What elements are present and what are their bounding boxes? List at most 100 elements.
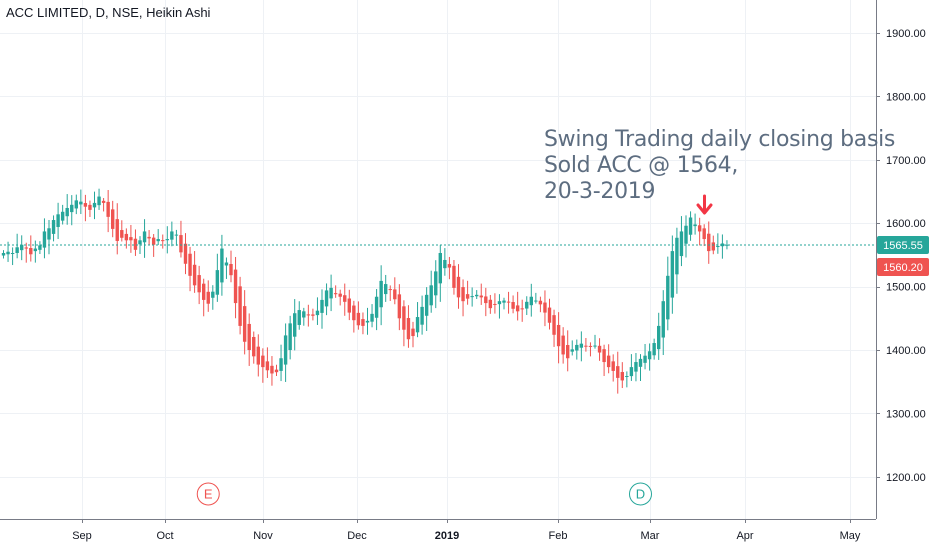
y-tick-label: 1500.00	[886, 282, 926, 294]
candle-body	[60, 211, 65, 221]
x-tick-label: Apr	[736, 530, 753, 542]
candle-body	[502, 300, 506, 303]
candle-body	[293, 313, 297, 337]
candle-body	[338, 293, 342, 297]
candle-body	[447, 264, 452, 268]
x-tick-label: Feb	[549, 530, 568, 542]
y-tick-label: 1200.00	[886, 472, 926, 484]
candle-body	[588, 345, 593, 347]
candle-body	[429, 285, 433, 306]
x-tick-label: Dec	[347, 530, 367, 542]
x-tick-label: 2019	[435, 530, 459, 542]
candle-body	[174, 234, 179, 236]
candle-body	[302, 311, 306, 318]
candle-body	[606, 355, 611, 368]
candle-body	[115, 219, 119, 241]
candle-body	[697, 225, 702, 232]
candle-body	[24, 247, 28, 249]
price-tag-label: 1565.55	[883, 240, 923, 252]
candle-body	[274, 369, 279, 373]
annotation-line-3: 20-3-2019	[544, 179, 656, 204]
candle-body	[661, 301, 665, 338]
x-tick-label: Mar	[641, 530, 660, 542]
candle-body	[538, 300, 543, 305]
candle-body	[484, 296, 488, 304]
candle-body	[202, 283, 206, 300]
candle-body	[365, 320, 370, 323]
candle-body	[556, 324, 561, 347]
candle-body	[10, 252, 15, 254]
event-marker-e[interactable]	[196, 482, 220, 506]
candle-body	[493, 303, 497, 305]
candle-body	[652, 343, 656, 356]
candle-body	[51, 220, 56, 234]
candle-body	[288, 323, 292, 350]
candle-body	[42, 231, 47, 248]
candle-body	[97, 196, 101, 206]
candle-body	[229, 263, 233, 276]
event-marker-d[interactable]	[629, 482, 652, 506]
candle-body	[320, 299, 324, 313]
candle-body	[725, 244, 729, 246]
candle-body	[270, 365, 274, 374]
candle-body	[684, 225, 688, 244]
candle-body	[616, 366, 620, 378]
candle-body	[333, 293, 338, 295]
candle-body	[129, 237, 133, 241]
candle-body	[420, 306, 424, 325]
candle-body	[74, 200, 78, 209]
candle-body	[625, 375, 629, 377]
candle-body	[534, 300, 538, 302]
candle-body	[424, 294, 429, 316]
candle-body	[297, 310, 301, 325]
time-axis[interactable]: Sep Oct Nov Dec 2019 Feb Mar Apr May	[72, 519, 861, 542]
candle-body	[657, 325, 661, 350]
candle-body	[711, 242, 715, 251]
candle-body	[156, 239, 160, 242]
candle-body	[120, 230, 124, 238]
event-marker-label: D	[636, 487, 645, 502]
candle-body	[220, 248, 224, 283]
candle-body	[570, 349, 574, 352]
grid	[0, 0, 876, 519]
candle-body	[506, 301, 511, 303]
candle-body	[33, 248, 38, 252]
candle-body	[352, 305, 356, 321]
candle-body	[402, 306, 406, 330]
candle-body	[720, 243, 725, 247]
candle-body	[256, 346, 260, 365]
price-labels: 1565.55 1560.20	[877, 236, 929, 276]
candle-body	[415, 317, 420, 333]
candle-body	[188, 253, 192, 276]
event-marker-label: E	[204, 487, 213, 502]
candle-body	[529, 296, 533, 306]
price-axis[interactable]: 1900.00 1800.00 1700.00 1600.00 1500.00 1400.…	[876, 28, 926, 484]
candle-body	[611, 361, 615, 371]
candle-body	[124, 233, 129, 241]
candle-body	[515, 305, 520, 312]
candle-body	[547, 307, 552, 323]
candle-body	[315, 310, 320, 316]
candle-body	[15, 247, 19, 253]
x-tick-label: Sep	[72, 530, 92, 542]
candle-body	[138, 240, 142, 245]
candle-body	[707, 233, 711, 252]
candle-body	[65, 207, 69, 217]
candle-body	[211, 291, 215, 298]
candle-body	[147, 236, 151, 239]
x-tick-label: Nov	[253, 530, 273, 542]
candle-body	[434, 271, 438, 296]
x-tick-label: May	[840, 530, 861, 542]
candle-body	[702, 228, 706, 240]
candle-body	[406, 318, 411, 340]
sell-arrow-icon	[696, 194, 713, 215]
symbol-title: ACC LIMITED, D, NSE, Heikin Ashi	[6, 5, 211, 20]
candle-body	[679, 231, 684, 257]
y-tick-label: 1700.00	[886, 155, 926, 167]
candle-body	[233, 269, 238, 304]
candle-body	[552, 315, 556, 335]
candles	[1, 188, 729, 394]
candle-body	[179, 235, 183, 253]
candle-body	[525, 301, 529, 309]
